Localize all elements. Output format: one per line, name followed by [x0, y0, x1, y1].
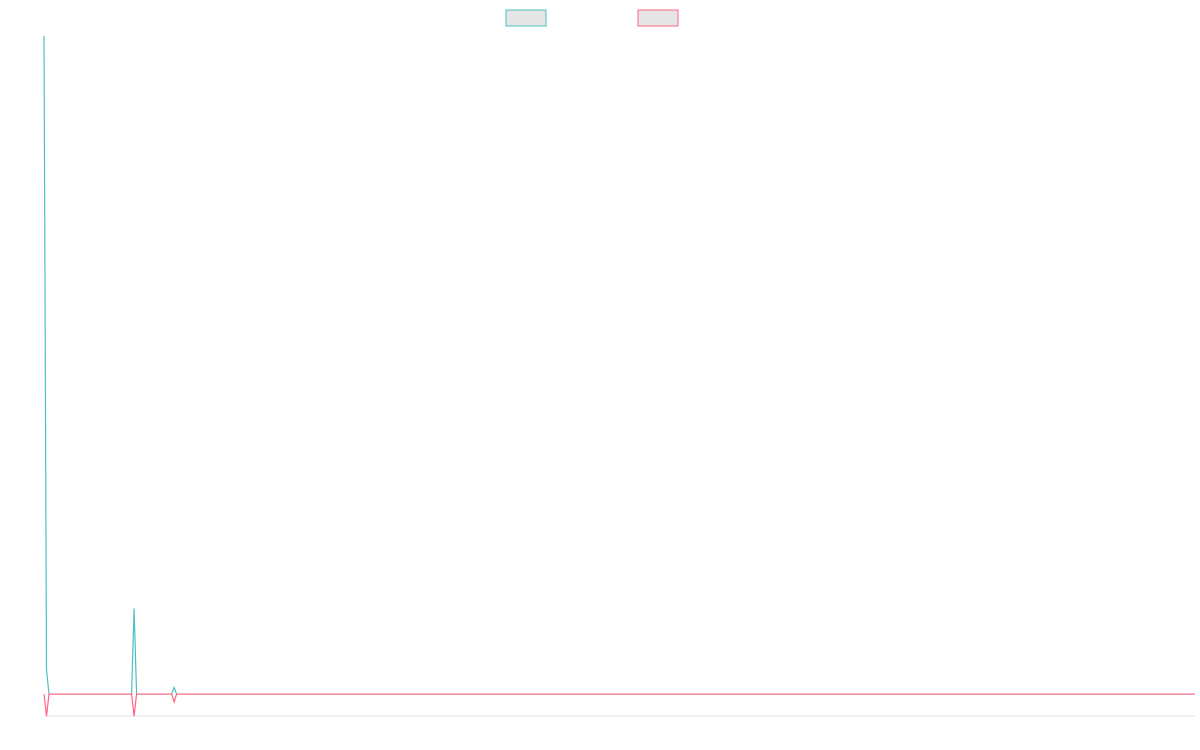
legend-swatch — [637, 9, 679, 27]
data-line — [43, 693, 1195, 717]
legend-swatch — [505, 9, 547, 27]
data-line — [43, 35, 1195, 695]
